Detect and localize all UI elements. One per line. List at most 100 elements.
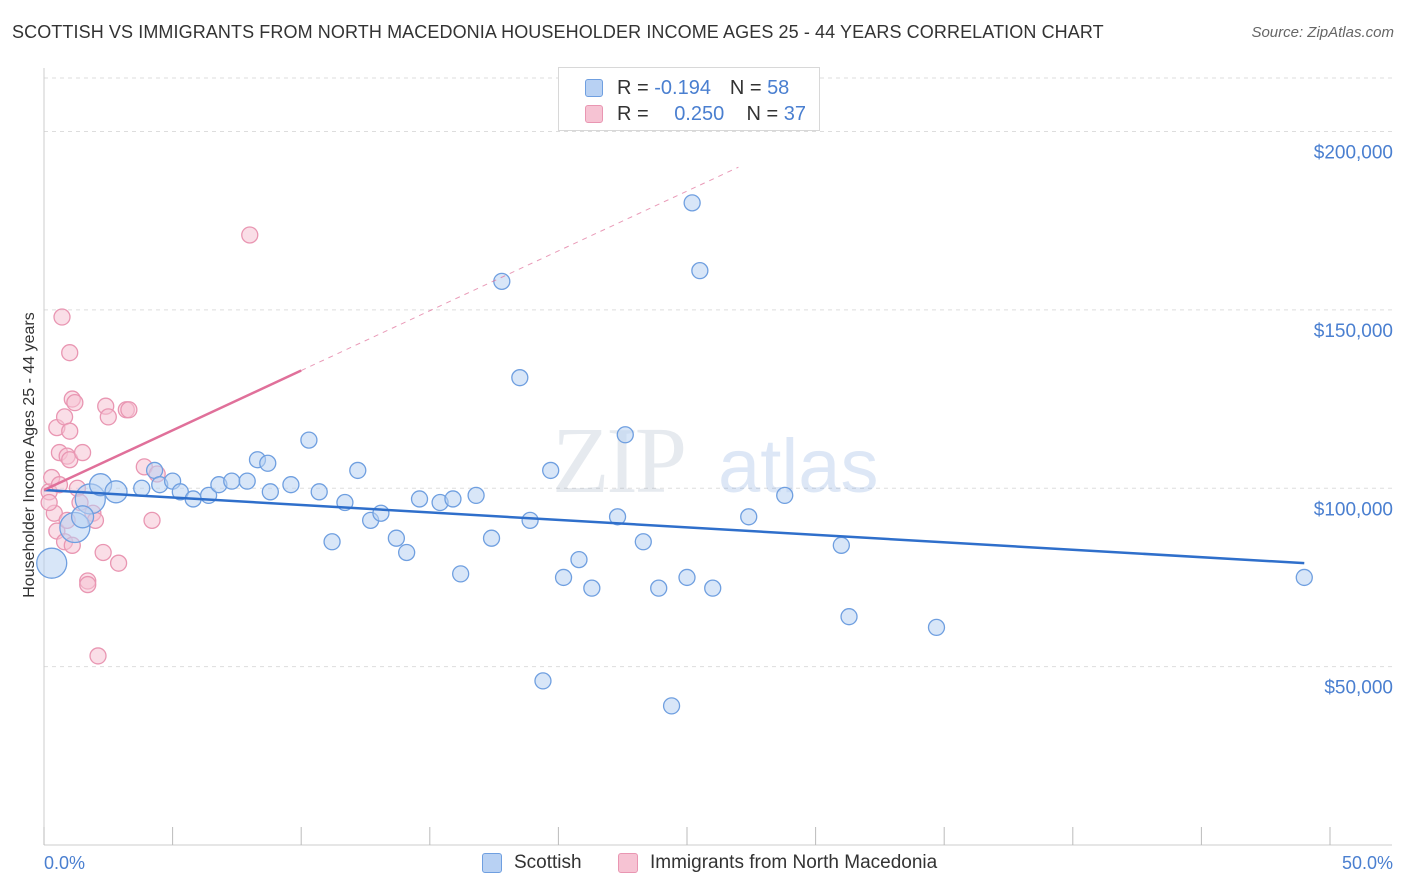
scottish-point bbox=[521, 511, 539, 530]
macedonia-point bbox=[109, 554, 128, 572]
series-legend-scottish[interactable]: Scottish bbox=[482, 852, 582, 874]
series-label-macedonia: Immigrants from North Macedonia bbox=[650, 852, 938, 873]
macedonia-point bbox=[241, 226, 259, 244]
scottish-point bbox=[349, 461, 367, 480]
legend-n-value-macedonia: 37 bbox=[783, 102, 806, 125]
watermark-atlas: atlas bbox=[718, 424, 879, 509]
legend-r-value-macedonia: 0.250 bbox=[674, 102, 725, 125]
chart-title: SCOTTISH VS IMMIGRANTS FROM NORTH MACEDO… bbox=[12, 22, 1104, 42]
legend-row-scottish: R = -0.194 N = 58 bbox=[585, 76, 789, 100]
y-tick-label: $150,000 bbox=[1314, 321, 1393, 342]
series-legend: Scottish Immigrants from North Macedonia bbox=[0, 852, 1406, 876]
scottish-point bbox=[323, 533, 341, 551]
grid-lines bbox=[44, 77, 1392, 668]
scottish-point bbox=[238, 472, 256, 490]
scottish-point bbox=[840, 608, 858, 626]
axes bbox=[43, 68, 1392, 846]
scottish-point bbox=[410, 490, 429, 508]
scottish-point bbox=[452, 565, 470, 583]
scottish-point bbox=[650, 579, 668, 597]
scottish-point bbox=[616, 426, 634, 444]
scottish-point bbox=[542, 461, 560, 480]
x-tick-label: 50.0% bbox=[1342, 853, 1393, 873]
scottish-point bbox=[300, 431, 318, 449]
scottish-point bbox=[662, 697, 681, 715]
trend-extension-macedonia bbox=[300, 166, 739, 371]
scottish-point bbox=[310, 483, 328, 501]
trend-lines bbox=[43, 166, 1305, 565]
scottish-point bbox=[608, 508, 627, 526]
macedonia-point bbox=[143, 511, 161, 530]
legend-r-label: R = bbox=[617, 76, 649, 99]
scottish-point bbox=[493, 272, 511, 290]
legend-r-label: R = bbox=[617, 102, 649, 125]
scottish-point bbox=[133, 479, 151, 497]
series-swatch-macedonia bbox=[618, 853, 638, 873]
macedonia-point bbox=[120, 401, 138, 419]
y-tick-label: $200,000 bbox=[1314, 143, 1393, 164]
scottish-point bbox=[70, 505, 95, 529]
y-tick-label: $50,000 bbox=[1324, 678, 1393, 699]
trend-line-macedonia bbox=[43, 369, 302, 492]
macedonia-point bbox=[40, 493, 58, 512]
scottish-point bbox=[261, 483, 279, 501]
scottish-point bbox=[534, 672, 552, 690]
series-immigrants-north-macedonia bbox=[40, 226, 259, 665]
tick-labels: $50,000 $100,000 $150,000 $200,000 0.0% 50.0% bbox=[44, 143, 1393, 873]
scottish-point bbox=[832, 536, 850, 554]
macedonia-point bbox=[61, 344, 79, 362]
scottish-point bbox=[1295, 568, 1313, 587]
macedonia-point bbox=[55, 408, 74, 426]
legend-n-label: N = bbox=[729, 76, 762, 99]
trend-line-scottish bbox=[43, 488, 1305, 565]
legend-swatch-macedonia bbox=[585, 105, 603, 123]
y-axis-label: Householder Income Ages 25 - 44 years bbox=[21, 312, 38, 598]
y-tick-label: $100,000 bbox=[1314, 499, 1393, 520]
scottish-point bbox=[444, 490, 462, 508]
scottish-point bbox=[691, 261, 709, 280]
correlation-legend: R = -0.194 N = 58 R = 0.250 N = 37 bbox=[558, 67, 820, 131]
scottish-point bbox=[634, 533, 652, 551]
scottish-point bbox=[145, 461, 164, 480]
legend-r-value-scottish: -0.194 bbox=[654, 76, 711, 99]
scottish-point bbox=[554, 568, 573, 587]
scottish-point bbox=[223, 472, 241, 490]
scottish-point bbox=[372, 504, 390, 522]
scottish-point bbox=[387, 529, 406, 547]
source-label: Source: ZipAtlas.com bbox=[1251, 24, 1394, 41]
scottish-point bbox=[482, 529, 501, 547]
macedonia-point bbox=[53, 308, 71, 326]
scottish-point bbox=[104, 480, 128, 504]
legend-row-macedonia: R = 0.250 N = 37 bbox=[585, 102, 806, 126]
scottish-point bbox=[282, 476, 300, 494]
scottish-point bbox=[678, 568, 696, 587]
scottish-point bbox=[398, 543, 416, 562]
macedonia-point bbox=[66, 393, 84, 412]
scottish-point bbox=[740, 508, 758, 526]
scottish-point bbox=[583, 579, 601, 597]
scottish-point bbox=[704, 579, 722, 597]
scottish-point bbox=[776, 486, 794, 505]
series-swatch-scottish bbox=[482, 853, 502, 873]
macedonia-point bbox=[79, 575, 97, 594]
scottish-point bbox=[511, 369, 529, 387]
macedonia-point bbox=[73, 443, 92, 462]
macedonia-point bbox=[61, 422, 79, 440]
legend-n-label: N = bbox=[746, 102, 779, 125]
legend-swatch-scottish bbox=[585, 79, 603, 97]
watermark-zip: ZIP bbox=[552, 409, 684, 513]
scottish-point bbox=[259, 454, 277, 472]
x-tick-label: 0.0% bbox=[44, 853, 85, 873]
macedonia-point bbox=[89, 647, 107, 665]
scottish-point bbox=[570, 550, 588, 569]
scottish-point bbox=[683, 194, 701, 212]
macedonia-point bbox=[94, 543, 112, 562]
watermark: ZIP atlas bbox=[552, 409, 879, 513]
scottish-point bbox=[36, 547, 68, 579]
series-scottish bbox=[36, 194, 1313, 715]
scottish-point bbox=[927, 618, 946, 637]
macedonia-point bbox=[99, 408, 117, 426]
series-label-scottish: Scottish bbox=[514, 852, 582, 873]
series-legend-macedonia[interactable]: Immigrants from North Macedonia bbox=[618, 852, 937, 874]
